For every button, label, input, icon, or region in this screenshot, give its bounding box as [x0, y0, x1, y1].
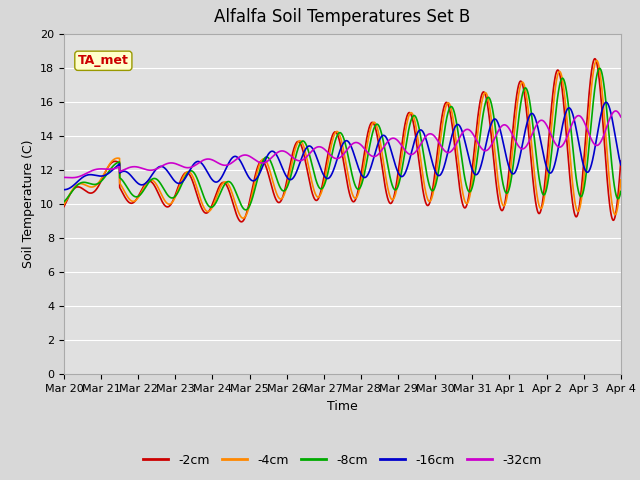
Text: TA_met: TA_met: [78, 54, 129, 67]
Legend: -2cm, -4cm, -8cm, -16cm, -32cm: -2cm, -4cm, -8cm, -16cm, -32cm: [138, 449, 547, 472]
X-axis label: Time: Time: [327, 400, 358, 413]
Y-axis label: Soil Temperature (C): Soil Temperature (C): [22, 140, 35, 268]
Title: Alfalfa Soil Temperatures Set B: Alfalfa Soil Temperatures Set B: [214, 9, 470, 26]
